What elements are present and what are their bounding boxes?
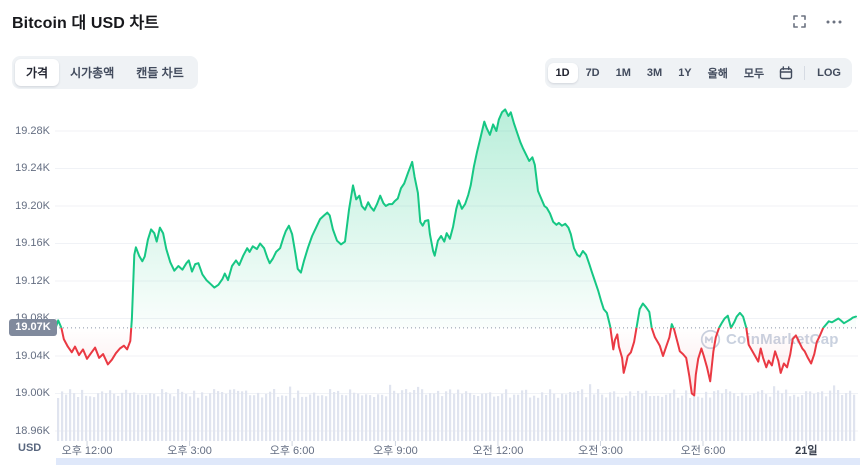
tab-market-cap[interactable]: 시가총액 — [59, 59, 125, 86]
x-axis-label: 오후 3:00 — [167, 445, 212, 457]
coinmarketcap-logo-icon — [700, 329, 721, 350]
gridlines — [55, 130, 858, 432]
y-axis-label: 19.20K — [15, 199, 50, 212]
x-axis-label: 21일 — [795, 445, 818, 457]
tab-candle-chart[interactable]: 캔들 차트 — [125, 59, 195, 86]
toolbar-divider — [804, 65, 806, 80]
price-line-up — [54, 108, 857, 328]
x-axis-label: 오전 12:00 — [472, 445, 524, 457]
calendar-icon — [779, 65, 793, 79]
watermark: CoinMarketCap — [700, 329, 839, 350]
x-axis-label: 오전 6:00 — [680, 445, 726, 457]
range-3m[interactable]: 3M — [639, 63, 670, 83]
more-options-button[interactable] — [824, 18, 844, 26]
y-axis-label: 19.16K — [15, 237, 50, 249]
fullscreen-button[interactable] — [791, 13, 808, 30]
y-axis-label: 19.28K — [15, 124, 50, 137]
currency-label: USD — [18, 442, 42, 454]
range-1y[interactable]: 1Y — [670, 63, 699, 83]
x-axis-label: 오후 6:00 — [269, 445, 315, 457]
tab-price[interactable]: 가격 — [15, 59, 60, 86]
range-7d[interactable]: 7D — [578, 63, 608, 83]
current-price-badge: 19.07K — [9, 319, 57, 337]
range-buttons: 1D 7D 1M 3M 1Y 올해 모두 — [547, 61, 773, 85]
x-axis-label: 오전 3:00 — [578, 445, 623, 457]
range-navigator-strip[interactable] — [56, 458, 860, 465]
header-actions — [791, 13, 844, 30]
y-axis-label: 19.00K — [15, 387, 50, 399]
view-tab-group: 가격 시가총액 캔들 차트 — [12, 56, 198, 89]
chart-toolbar: 가격 시가총액 캔들 차트 1D 7D 1M 3M 1Y 올해 모두 LOG — [12, 56, 852, 89]
range-this-year[interactable]: 올해 — [700, 61, 736, 85]
x-axis-label: 오후 9:00 — [373, 445, 418, 457]
range-button-group: 1D 7D 1M 3M 1Y 올해 모두 LOG — [544, 57, 852, 88]
y-axis-label: 19.12K — [15, 274, 50, 287]
y-axis-label: 19.04K — [15, 349, 50, 362]
range-all[interactable]: 모두 — [736, 61, 772, 85]
area-fill-up — [55, 109, 856, 328]
date-picker-button[interactable] — [772, 62, 800, 84]
volume-bars — [57, 384, 856, 441]
price-line-down — [54, 327, 825, 397]
log-scale-button[interactable]: LOG — [809, 63, 849, 83]
y-axis-label: 19.24K — [15, 162, 50, 174]
range-1m[interactable]: 1M — [608, 63, 639, 83]
chart-title: Bitcoin 대 USD 차트 — [12, 15, 160, 32]
x-axis-label: 오후 12:00 — [61, 445, 113, 457]
watermark-text: CoinMarketCap — [726, 331, 839, 348]
fullscreen-icon — [793, 15, 806, 28]
area-fill-down — [55, 327, 856, 396]
ellipsis-icon — [826, 20, 842, 23]
y-axis-label: 18.96K — [15, 424, 50, 437]
range-1d[interactable]: 1D — [547, 62, 578, 83]
